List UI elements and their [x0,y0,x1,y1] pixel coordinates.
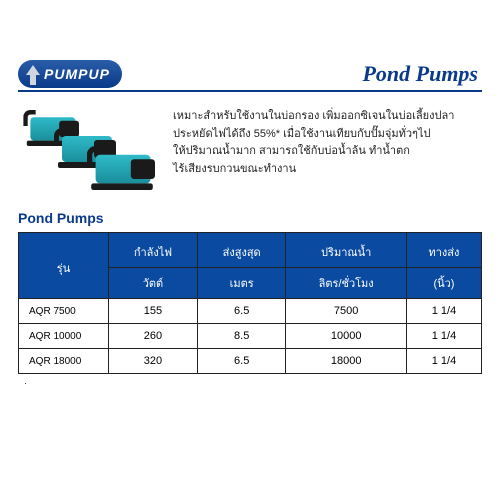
cell-model: AQR 18000 [19,349,109,374]
cell: 260 [109,324,198,349]
cell-model: AQR 7500 [19,299,109,324]
product-area: เหมาะสำหรับใช้งานในบ่อกรอง เพิ่มออกซิเจน… [18,102,482,202]
cell: 155 [109,299,198,324]
cell-model: AQR 10000 [19,324,109,349]
cell: 1 1/4 [406,349,481,374]
col-head: ปริมาณน้ำ [286,233,406,268]
cell: 320 [109,349,198,374]
cell: 1 1/4 [406,299,481,324]
table-row: AQR 7500 155 6.5 7500 1 1/4 [19,299,482,324]
section-title: Pond Pumps [18,210,482,226]
pump-icon [85,144,160,192]
col-unit: วัตต์ [109,268,198,299]
cell: 8.5 [197,324,285,349]
product-description: เหมาะสำหรับใช้งานในบ่อกรอง เพิ่มออกซิเจน… [173,102,482,202]
col-model: รุ่น [19,233,109,299]
logo-text: PUMPUP [44,66,110,82]
col-unit: ลิตร/ชั่วโมง [286,268,406,299]
cell: 1 1/4 [406,324,481,349]
logo-word2: UP [88,66,109,82]
table-row: AQR 18000 320 6.5 18000 1 1/4 [19,349,482,374]
col-head: ส่งสูงสุด [197,233,285,268]
cell: 18000 [286,349,406,374]
logo-word1: PUMP [44,66,88,82]
footnote: · [18,378,482,388]
product-image [18,102,173,202]
col-unit: เมตร [197,268,285,299]
brand-logo: PUMPUP [18,60,122,88]
desc-line: เหมาะสำหรับใช้งานในบ่อกรอง เพิ่มออกซิเจน… [173,108,482,126]
page-title: Pond Pumps [362,61,482,87]
spec-table: รุ่น กำลังไฟ ส่งสูงสุด ปริมาณน้ำ ทางส่ง … [18,232,482,374]
col-head: กำลังไฟ [109,233,198,268]
cell: 10000 [286,324,406,349]
desc-line: ให้ปริมาณน้ำมาก สามารถใช้กับบ่อน้ำล้น ทำ… [173,143,482,161]
col-head: ทางส่ง [406,233,481,268]
desc-line: ประหยัดไฟได้ถึง 55%* เมื่อใช้งานเทียบกับ… [173,126,482,144]
table-row: AQR 10000 260 8.5 10000 1 1/4 [19,324,482,349]
cell: 7500 [286,299,406,324]
arrow-up-icon [26,65,40,75]
cell: 6.5 [197,299,285,324]
header-bar: PUMPUP Pond Pumps [18,60,482,92]
cell: 6.5 [197,349,285,374]
col-unit: (นิ้ว) [406,268,481,299]
desc-line: ไร้เสียงรบกวนขณะทำงาน [173,161,482,179]
